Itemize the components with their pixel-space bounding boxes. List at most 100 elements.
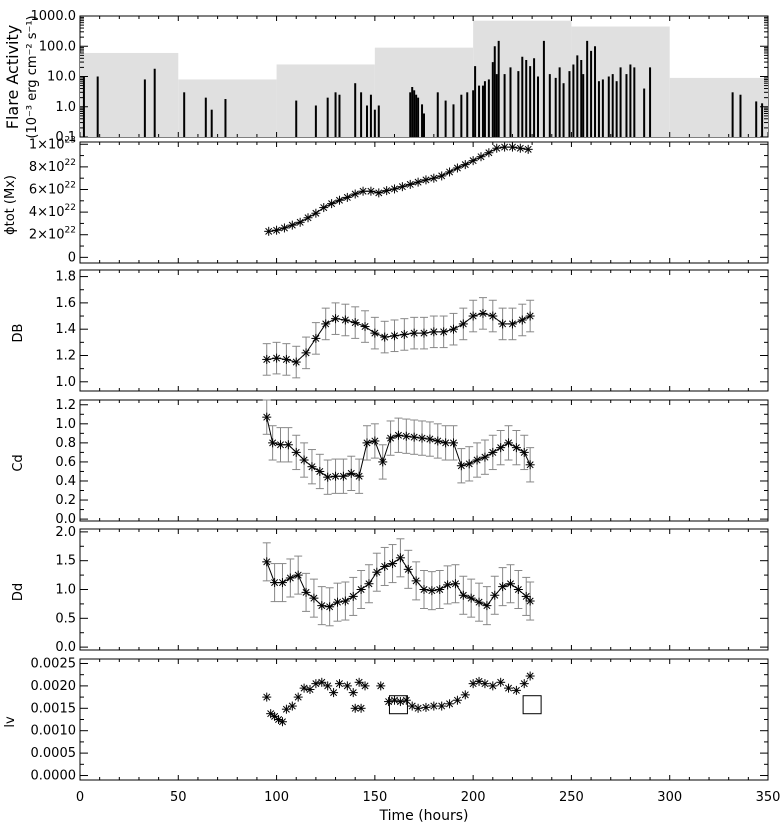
flux-step [669, 77, 768, 137]
data-point [378, 457, 388, 467]
data-point [433, 436, 443, 446]
data-point [525, 671, 535, 681]
data-point [437, 171, 447, 181]
y-tick-label: 1.0 [55, 375, 76, 390]
marker-stroke [351, 190, 359, 198]
data-point [350, 318, 360, 328]
marker-stroke [402, 696, 410, 704]
marker-stroke [404, 565, 412, 573]
marker-stroke [469, 157, 477, 165]
data-point [262, 412, 272, 422]
marker-stroke [497, 444, 505, 452]
data-point [456, 461, 466, 471]
marker-stroke [526, 672, 534, 680]
data-point [427, 586, 437, 596]
data-point [342, 681, 352, 691]
marker-stroke [263, 693, 271, 701]
marker-stroke [347, 469, 355, 477]
data-point [482, 601, 492, 611]
data-point [399, 329, 409, 339]
marker-stroke [491, 591, 499, 599]
panel-cd: 0.0 0.2 0.4 0.6 0.8 1.0 1.2 Cd [11, 398, 769, 527]
y-tick-label: 0.5 [55, 611, 76, 626]
y-tick-label: 4×1022 [29, 203, 76, 220]
marker-stroke [461, 691, 469, 699]
data-point [401, 431, 411, 441]
marker-stroke [512, 686, 520, 694]
data-point [439, 327, 449, 337]
x-axis-title: Time (hours) [379, 808, 469, 824]
data-point [417, 433, 427, 443]
data-point [317, 677, 327, 687]
marker-stroke [446, 700, 454, 708]
flux-step [276, 64, 375, 137]
marker-stroke [271, 712, 279, 720]
marker-stroke [320, 204, 328, 212]
data-point [291, 357, 301, 367]
y-tick-label: 0.4 [55, 474, 76, 489]
data-point [323, 472, 333, 482]
marker-stroke [280, 224, 288, 232]
marker-stroke [391, 332, 399, 340]
marker-stroke [269, 439, 277, 447]
data-point [435, 585, 445, 594]
marker-stroke [361, 323, 369, 331]
data-point [390, 331, 400, 341]
marker-stroke [434, 437, 442, 445]
data-point [279, 223, 289, 233]
y-tick-label: 1.4 [55, 322, 76, 337]
data-point [492, 143, 502, 153]
marker-stroke [479, 309, 487, 317]
marker-stroke [324, 682, 332, 690]
marker-stroke [451, 580, 459, 588]
data-point [421, 702, 431, 712]
data-point [268, 438, 278, 448]
data-point [458, 590, 468, 600]
data-point [360, 322, 370, 332]
marker-stroke [414, 178, 422, 186]
y-tick-label: 1.8 [55, 270, 76, 285]
marker-stroke [475, 677, 483, 685]
data-point [333, 597, 343, 607]
data-point [515, 143, 525, 153]
y-tick-label: 2×1022 [29, 226, 76, 243]
data-point [262, 692, 272, 702]
data-point [519, 447, 529, 457]
data-point [331, 314, 341, 324]
marker-stroke [505, 684, 513, 692]
marker-stroke [343, 682, 351, 690]
data-point [370, 328, 380, 338]
data-point [525, 311, 535, 321]
marker-stroke [489, 312, 497, 320]
panel-dd: 0.0 0.5 1.0 1.5 2.0 Dd [11, 525, 769, 655]
marker-stroke [520, 680, 528, 688]
data-point [299, 455, 309, 465]
data-point [362, 438, 372, 448]
y-tick-label: 10.0 [47, 70, 76, 85]
y-tick-label: 0.0 [55, 512, 76, 527]
data-point [299, 683, 309, 693]
data-point [287, 701, 297, 711]
data-point [401, 695, 411, 705]
marker-stroke [387, 434, 395, 442]
marker-stroke [428, 587, 436, 595]
x-tick-label: 350 [756, 790, 780, 805]
data-point [397, 182, 407, 192]
y-tick-label: 1.6 [55, 296, 76, 311]
marker-stroke [383, 187, 391, 195]
marker-stroke [300, 456, 308, 464]
marker-stroke [422, 176, 430, 184]
marker-stroke [518, 316, 526, 324]
marker-stroke [505, 439, 513, 447]
data-point [386, 433, 396, 443]
data-point [309, 593, 319, 603]
data-point [448, 324, 458, 334]
marker-stroke [294, 571, 302, 579]
data-point [350, 189, 360, 199]
marker-stroke [276, 441, 285, 449]
data-point [366, 186, 376, 196]
x-tick-label: 300 [657, 790, 682, 805]
marker-stroke [381, 562, 389, 570]
data-point [287, 220, 297, 230]
